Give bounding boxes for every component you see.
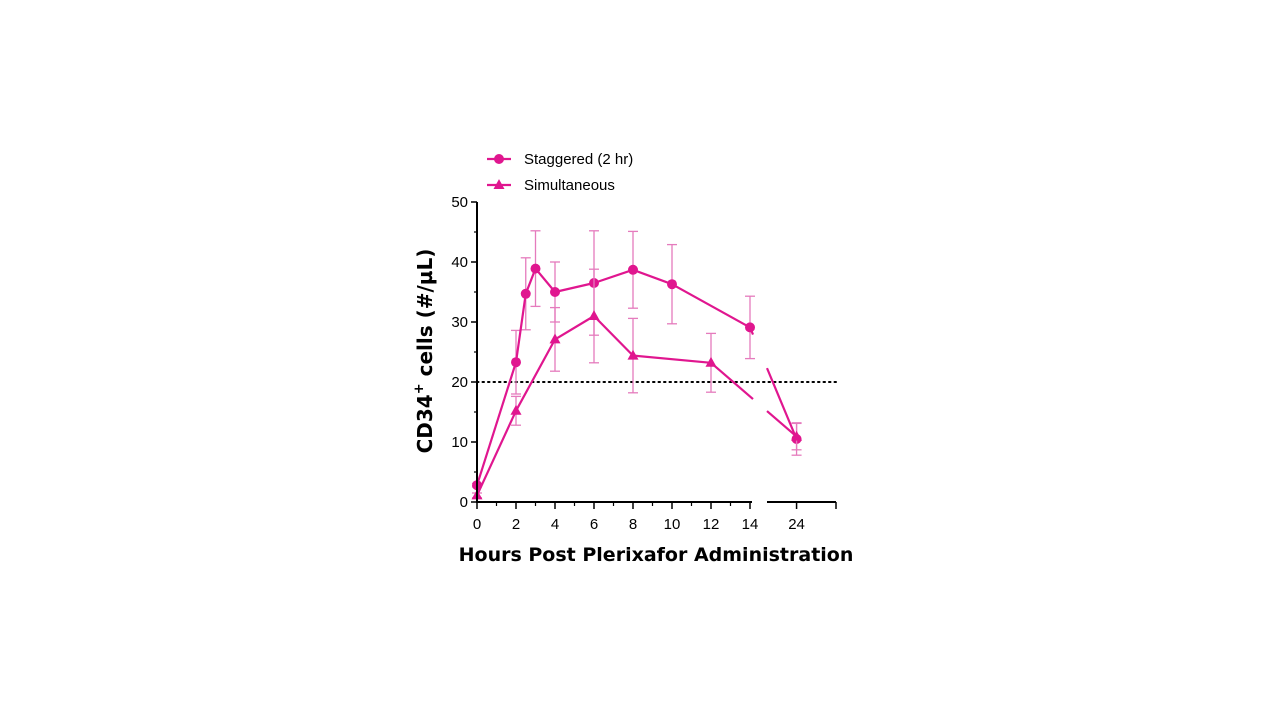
y-tick-label: 30: [451, 314, 468, 331]
legend-item: Simultaneous: [487, 177, 615, 194]
legend: Staggered (2 hr) Simultaneous: [487, 151, 633, 194]
y-axis-title-main: CD34: [413, 394, 437, 453]
data-point: [791, 430, 803, 441]
data-point: [530, 263, 541, 274]
series-line-segment: [534, 267, 556, 293]
series-line-segment: [475, 361, 518, 486]
series-line-segment: [514, 293, 527, 363]
series-line-segment: [710, 361, 754, 400]
y-tick-label: 10: [451, 434, 468, 451]
x-tick-label: 24: [788, 516, 805, 533]
x-axis-title: Hours Post Plerixafor Administration: [459, 544, 854, 566]
y-tick-label: 40: [451, 254, 468, 271]
series-line-segment: [765, 367, 798, 440]
x-tick-label: 4: [551, 516, 559, 533]
series-line-segment: [632, 268, 673, 286]
series-line-segment: [515, 338, 556, 412]
data-point: [510, 404, 522, 415]
legend-item: Staggered (2 hr): [487, 151, 633, 168]
series-line-segment: [476, 410, 517, 496]
data-point: [511, 357, 521, 368]
legend-marker: [494, 154, 504, 164]
legend-label: Simultaneous: [524, 177, 615, 194]
x-tick-label: 14: [742, 516, 759, 533]
x-tick-label: 10: [664, 516, 681, 533]
data-point: [628, 264, 638, 275]
legend-label: Staggered (2 hr): [524, 151, 633, 168]
data-point: [627, 349, 639, 360]
series-staggered: [472, 230, 802, 491]
y-tick-label: 0: [460, 494, 468, 511]
y-tick-label: 50: [451, 194, 468, 211]
series-line-segment: [554, 281, 595, 294]
data-point: [705, 356, 717, 367]
data-point: [550, 287, 560, 297]
x-tick-label: 6: [590, 516, 598, 533]
data-point: [745, 322, 755, 333]
series-simultaneous: [471, 268, 803, 500]
x-tick-label: 8: [629, 516, 637, 533]
series-line-segment: [593, 315, 634, 357]
series-line-segment: [593, 268, 634, 285]
x-tick-label: 12: [703, 516, 720, 533]
data-point: [520, 288, 531, 299]
series-line-segment: [632, 354, 712, 364]
x-tick-label: 0: [473, 516, 481, 533]
x-tick-label: 2: [512, 516, 520, 533]
y-tick-label: 20: [451, 374, 468, 391]
series-line-segment: [554, 315, 595, 341]
data-point: [549, 333, 561, 344]
y-axis-title-suffix: cells (#/µL): [413, 249, 437, 384]
data-point: [667, 279, 677, 290]
legend-marker: [493, 179, 505, 189]
series-layer: [471, 230, 803, 500]
series-line-segment: [766, 410, 798, 438]
series-line-segment: [671, 283, 751, 329]
y-axis-title-superscript: +: [412, 383, 427, 394]
y-axis-title: CD34+ cells (#/µL): [412, 249, 437, 454]
data-point: [588, 310, 600, 320]
